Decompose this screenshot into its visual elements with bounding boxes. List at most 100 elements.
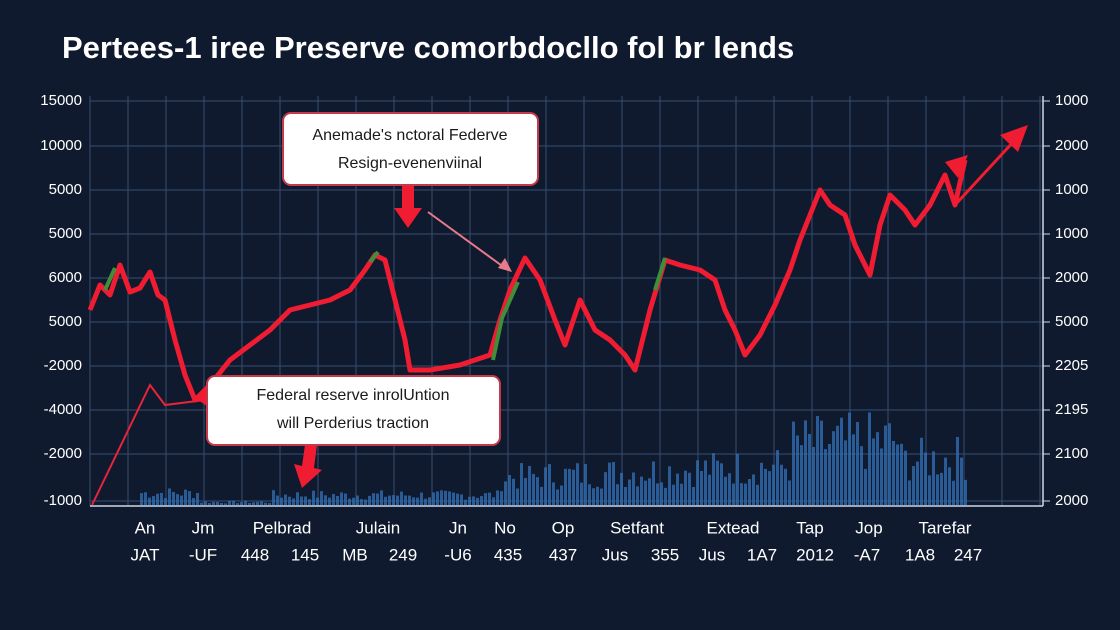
x-tick-label: Setfant bbox=[610, 518, 664, 537]
volume-bar bbox=[960, 457, 963, 505]
volume-bar bbox=[416, 497, 419, 505]
volume-bar bbox=[532, 473, 535, 505]
volume-bar bbox=[372, 493, 375, 505]
volume-bar bbox=[928, 475, 931, 505]
y-tick-label: 15000 bbox=[40, 92, 82, 109]
volume-bar bbox=[196, 493, 199, 505]
volume-bar bbox=[584, 463, 587, 505]
y-tick-label: -4000 bbox=[44, 401, 82, 418]
volume-bar bbox=[896, 444, 899, 505]
down-arrow bbox=[394, 185, 422, 228]
volume-bar bbox=[184, 489, 187, 505]
volume-bar bbox=[460, 494, 463, 505]
volume-bar bbox=[164, 498, 167, 505]
volume-bar bbox=[920, 437, 923, 505]
annotation-text: Resign-evenenviinal bbox=[338, 155, 482, 172]
volume-bar bbox=[716, 460, 719, 505]
volume-bar bbox=[212, 501, 215, 505]
volume-bar bbox=[812, 447, 815, 505]
volume-bar bbox=[804, 420, 807, 505]
volume-bar bbox=[240, 502, 243, 505]
x-tick-label: 145 bbox=[291, 545, 319, 564]
volume-bar bbox=[872, 438, 875, 505]
volume-bar bbox=[632, 472, 635, 505]
trend-arrow bbox=[953, 138, 1017, 207]
volume-bar bbox=[652, 461, 655, 505]
volume-bar bbox=[780, 464, 783, 505]
volume-bar bbox=[368, 495, 371, 505]
volume-bar bbox=[324, 495, 327, 505]
volume-bar bbox=[956, 436, 959, 505]
volume-bar bbox=[320, 491, 323, 505]
volume-bar bbox=[488, 492, 491, 505]
volume-bar bbox=[528, 465, 531, 505]
thin-line bbox=[91, 383, 206, 506]
volume-bar bbox=[692, 486, 695, 505]
volume-bar bbox=[276, 495, 279, 505]
volume-bar bbox=[476, 497, 479, 505]
volume-bar bbox=[640, 476, 643, 505]
x-tick-label: Op bbox=[552, 518, 575, 537]
annotation-bg bbox=[282, 112, 539, 186]
x-tick-label: 355 bbox=[651, 545, 679, 564]
volume-bar bbox=[172, 491, 175, 505]
volume-bar bbox=[616, 484, 619, 505]
volume-bar bbox=[892, 440, 895, 505]
volume-bar bbox=[932, 451, 935, 505]
volume-bar bbox=[544, 467, 547, 505]
volume-bar bbox=[440, 490, 443, 505]
volume-bar bbox=[948, 467, 951, 505]
volume-bar bbox=[560, 485, 563, 505]
volume-bar bbox=[572, 469, 575, 505]
volume-bar bbox=[268, 502, 271, 505]
volume-bar bbox=[744, 483, 747, 505]
y-tick-label: -2000 bbox=[44, 445, 82, 462]
volume-bar bbox=[180, 495, 183, 505]
y2-tick-label: 5000 bbox=[1055, 313, 1088, 330]
volume-bar bbox=[300, 496, 303, 505]
annotation-box: Anemade's nctoral Federve Resign-evenenv… bbox=[282, 112, 539, 186]
volume-bar bbox=[860, 446, 863, 505]
green-segments bbox=[103, 250, 667, 361]
volume-bar bbox=[648, 478, 651, 505]
y-tick-label: 10000 bbox=[40, 137, 82, 154]
volume-bar bbox=[536, 477, 539, 505]
volume-bar bbox=[724, 476, 727, 505]
y-tick-label: 5000 bbox=[49, 313, 82, 330]
volume-bar bbox=[732, 483, 735, 505]
x-tick-label: Extead bbox=[707, 518, 760, 537]
volume-bar bbox=[580, 482, 583, 505]
y-tick-label: 5000 bbox=[49, 225, 82, 242]
y-tick-label: -1000 bbox=[44, 492, 82, 509]
x-tick-label: Jus bbox=[602, 545, 628, 564]
volume-bar bbox=[160, 492, 163, 505]
green-segment bbox=[491, 281, 520, 361]
volume-bar bbox=[884, 425, 887, 505]
volume-bar bbox=[840, 417, 843, 505]
volume-bar bbox=[348, 498, 351, 505]
volume-bar bbox=[576, 463, 579, 505]
volume-bar bbox=[784, 468, 787, 505]
volume-bar bbox=[604, 472, 607, 505]
green-segment bbox=[103, 267, 117, 291]
annotation-text: will Perderius traction bbox=[276, 415, 429, 432]
volume-bar bbox=[168, 488, 171, 505]
volume-bar bbox=[464, 499, 467, 505]
volume-bar bbox=[356, 495, 359, 505]
volume-bar bbox=[308, 499, 311, 505]
volume-bar bbox=[216, 502, 219, 505]
volume-bar bbox=[220, 502, 223, 505]
volume-bar bbox=[828, 443, 831, 505]
x-tick-label: -UF bbox=[189, 545, 217, 564]
volume-bar bbox=[272, 490, 275, 505]
volume-bar bbox=[824, 449, 827, 505]
volume-bar bbox=[792, 421, 795, 505]
y2-tick-label: 1000 bbox=[1055, 92, 1088, 109]
volume-bar bbox=[700, 470, 703, 505]
volume-bar bbox=[924, 452, 927, 505]
volume-bar bbox=[380, 490, 383, 505]
volume-bar bbox=[856, 422, 859, 505]
volume-bar bbox=[444, 490, 447, 505]
volume-bar bbox=[312, 490, 315, 505]
volume-bar bbox=[540, 486, 543, 505]
